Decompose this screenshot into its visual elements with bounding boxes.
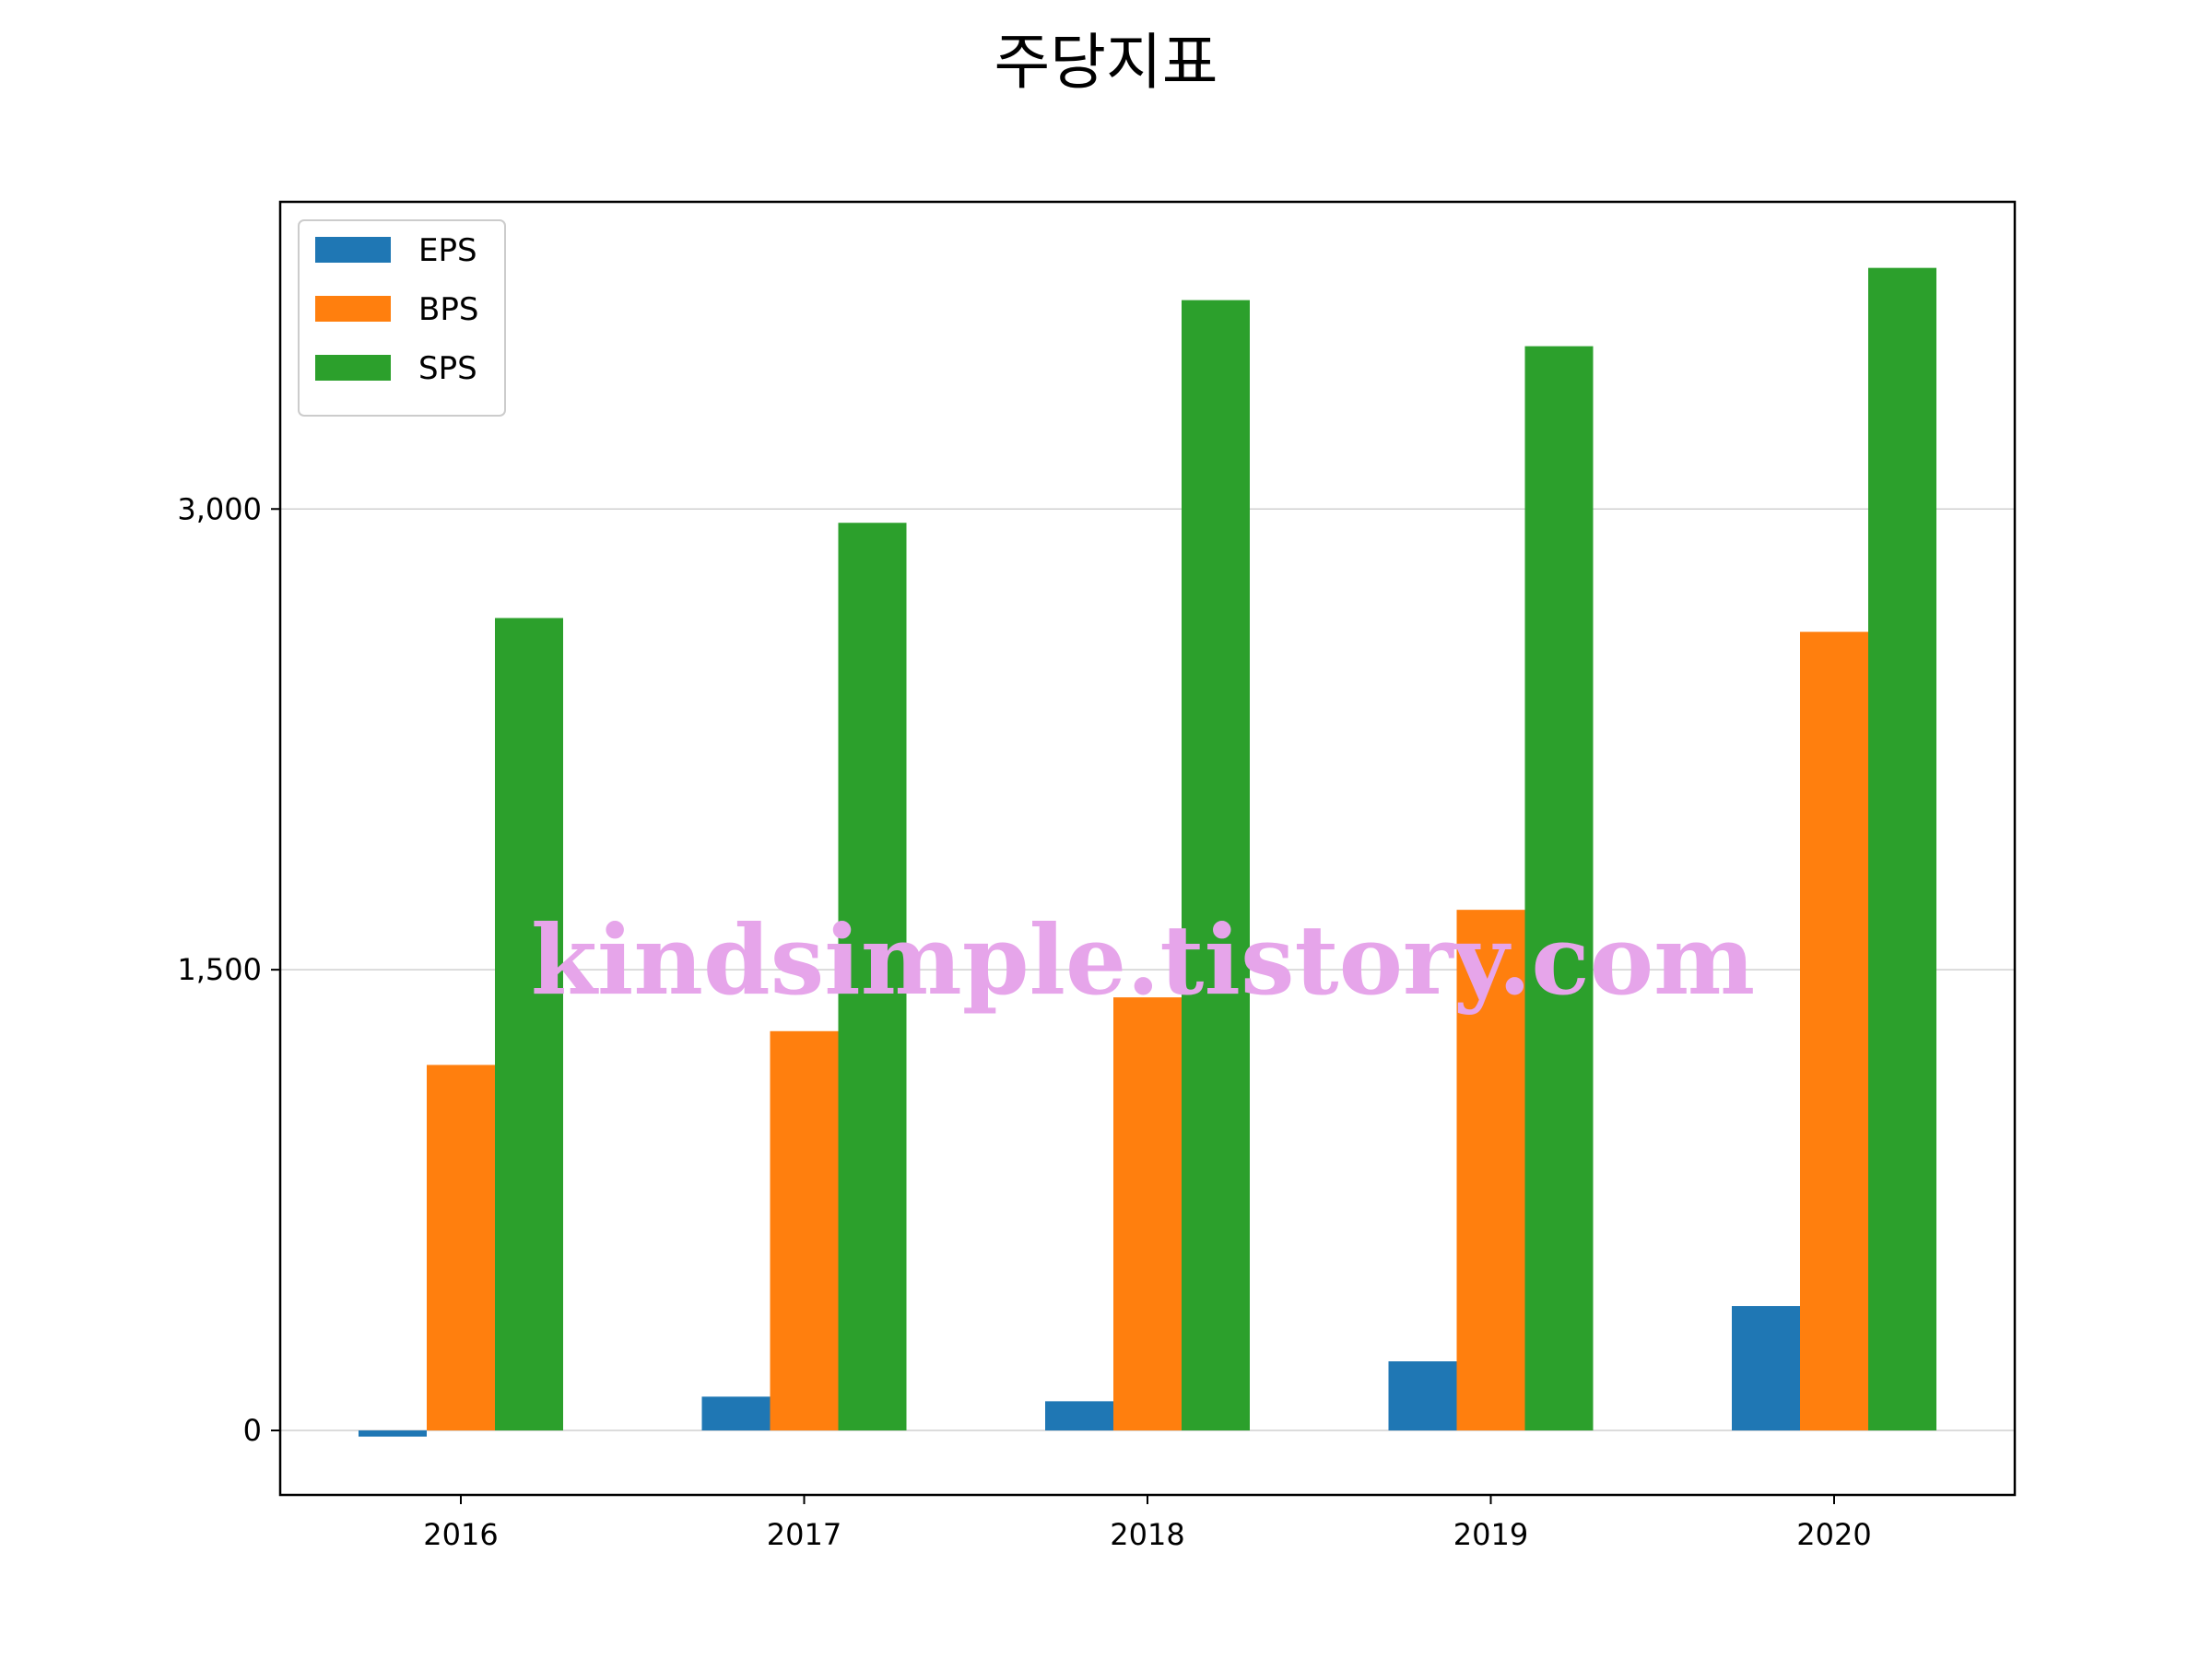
- bar-sps-2018: [1182, 300, 1250, 1431]
- legend-label-bps: BPS: [418, 291, 478, 328]
- plot-area: 0 1,500 3,000 2016 2017 2018 2019 2020 EPS BPS SPS: [177, 200, 2017, 1552]
- bar-eps-2017: [701, 1396, 771, 1431]
- bar-bps-2016: [427, 1065, 495, 1431]
- bar-bps-2017: [770, 1030, 839, 1431]
- x-tick-label: 2017: [767, 1517, 841, 1552]
- y-tick-label: 1,500: [177, 952, 262, 987]
- bar-bps-2019: [1456, 910, 1525, 1431]
- x-tick-label: 2020: [1796, 1517, 1871, 1552]
- legend-label-sps: SPS: [418, 350, 477, 387]
- y-tick-label: 3,000: [177, 491, 262, 526]
- bar-eps-2018: [1045, 1401, 1113, 1431]
- bar-sps-2017: [838, 523, 907, 1431]
- legend-swatch-sps: [315, 355, 391, 381]
- watermark-text: kindsimple.tistory.com: [531, 903, 1755, 1017]
- x-tick-label: 2016: [423, 1517, 498, 1552]
- bar-bps-2018: [1113, 997, 1182, 1431]
- bar-bps-2020: [1800, 631, 1868, 1431]
- legend-swatch-bps: [315, 296, 391, 322]
- bar-eps-2019: [1388, 1361, 1457, 1431]
- x-tick-label: 2019: [1453, 1517, 1528, 1552]
- x-tick-label: 2018: [1110, 1517, 1184, 1552]
- y-tick-label: 0: [243, 1413, 262, 1448]
- legend-label-eps: EPS: [418, 232, 477, 269]
- bar-eps-2020: [1732, 1306, 1800, 1431]
- bar-sps-2019: [1524, 346, 1594, 1431]
- bar-sps-2020: [1868, 267, 1936, 1431]
- bar-sps-2016: [495, 618, 563, 1431]
- chart-title: 주당지표: [994, 27, 1218, 98]
- legend-swatch-eps: [315, 237, 391, 263]
- bar-eps-2016: [359, 1430, 427, 1437]
